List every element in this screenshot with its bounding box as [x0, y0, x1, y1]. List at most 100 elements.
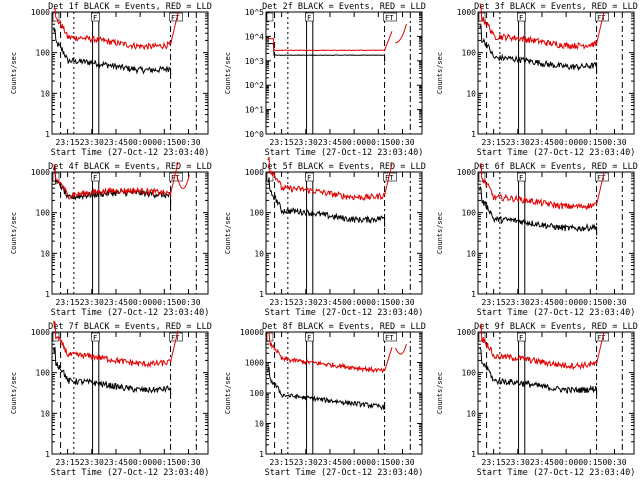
marker-box [169, 172, 183, 182]
x-axis-label: Start Time (27-Oct-12 23:03:40) [477, 308, 636, 318]
y-tick-label: 10^3 [245, 57, 264, 66]
marker-label: FT [171, 334, 180, 342]
y-tick-label: 1000 [31, 8, 50, 17]
y-tick-label: 10 [466, 409, 476, 418]
marker-box [305, 172, 314, 182]
y-axis-label: Counts/sec [224, 372, 232, 414]
x-tick-label: 23:45 [104, 138, 128, 147]
x-axis-label: Start Time (27-Oct-12 23:03:40) [265, 468, 424, 478]
x-tick-label: 23:15 [482, 458, 506, 467]
y-tick-label: 10 [254, 249, 264, 258]
marker-label: FT [385, 334, 394, 342]
series-lld-line [267, 331, 407, 374]
x-tick-label: 23:30 [294, 138, 318, 147]
marker-label: FT [597, 334, 606, 342]
series-lld-line [53, 161, 190, 200]
x-tick-label: 00:15 [578, 458, 602, 467]
series-events-line [53, 346, 172, 398]
series-lld-line [53, 8, 179, 51]
x-tick-label: 23:15 [56, 458, 80, 467]
marker-label: FT [597, 14, 606, 22]
marker-box [305, 12, 314, 22]
y-tick-label: 1 [471, 130, 476, 139]
y-tick-label: 100 [250, 209, 265, 218]
marker-label: F [519, 14, 523, 22]
y-axis-label: Counts/sec [10, 52, 18, 94]
marker-label: F [93, 14, 97, 22]
x-tick-label: 00:00 [128, 458, 152, 467]
x-axis-label: Start Time (27-Oct-12 23:03:40) [51, 468, 210, 478]
y-tick-label: 1 [259, 450, 264, 459]
x-tick-label: 00:30 [602, 298, 626, 307]
series-events-line [267, 42, 386, 63]
plot-frame [265, 331, 423, 455]
panel-det-7: Det 7f BLACK = Events, RED = LLD Start Ti… [10, 320, 212, 478]
y-tick-label: 1000 [245, 168, 264, 177]
start-marker-box [266, 12, 274, 22]
y-tick-label: 100 [462, 369, 477, 378]
series-lld-line [267, 156, 393, 202]
y-tick-label: 10 [466, 89, 476, 98]
y-tick-label: 10 [40, 89, 50, 98]
x-tick-label: 23:15 [56, 138, 80, 147]
x-tick-label: 00:00 [342, 458, 366, 467]
y-tick-label: 1 [45, 450, 50, 459]
series-events-line [53, 166, 172, 211]
marker-box [91, 172, 100, 182]
x-tick-label: 23:15 [56, 298, 80, 307]
y-tick-label: 1 [45, 130, 50, 139]
x-axis-label: Start Time (27-Oct-12 23:03:40) [265, 308, 424, 318]
y-tick-label: 1 [259, 290, 264, 299]
series-lld-line [479, 322, 605, 371]
y-tick-label: 100 [36, 369, 51, 378]
y-tick-label: 1000 [457, 168, 476, 177]
x-tick-label: 00:15 [578, 138, 602, 147]
x-tick-label: 00:30 [390, 298, 414, 307]
x-axis-label: Start Time (27-Oct-12 23:03:40) [265, 148, 424, 158]
y-tick-label: 1 [45, 290, 50, 299]
x-tick-label: 00:00 [554, 138, 578, 147]
plot-frame [477, 331, 635, 455]
x-tick-label: 23:30 [294, 458, 318, 467]
x-tick-label: 23:30 [294, 298, 318, 307]
chart-title: Det 9f BLACK = Events, RED = LLD [474, 322, 638, 332]
y-tick-label: 10 [466, 249, 476, 258]
x-tick-label: 00:30 [602, 458, 626, 467]
panel-det-9: Det 9f BLACK = Events, RED = LLD Start Ti… [436, 322, 638, 478]
x-tick-label: 23:45 [104, 458, 128, 467]
series-lld-line [479, 3, 605, 51]
x-axis-label: Start Time (27-Oct-12 23:03:40) [51, 308, 210, 318]
x-tick-label: 23:45 [530, 138, 554, 147]
x-tick-label: 00:15 [578, 298, 602, 307]
plot-frame [265, 11, 423, 135]
marker-box [91, 332, 100, 342]
marker-label: F [93, 334, 97, 342]
marker-label: F [307, 334, 311, 342]
y-tick-label: 1 [471, 290, 476, 299]
y-tick-label: 10 [40, 409, 50, 418]
x-tick-label: 00:15 [152, 138, 176, 147]
chart-title: Det 1f BLACK = Events, RED = LLD [48, 2, 212, 12]
y-axis-label: Counts/sec [436, 212, 444, 254]
y-tick-label: 10000 [240, 328, 264, 337]
marker-label: F [307, 174, 311, 182]
panel-det-3: Det 3f BLACK = Events, RED = LLD Start Ti… [436, 2, 638, 158]
y-tick-label: 100 [36, 49, 51, 58]
x-tick-label: 23:15 [270, 138, 294, 147]
series-lld-line [53, 320, 179, 369]
marker-label: FT [385, 14, 394, 22]
y-tick-label: 100 [462, 49, 477, 58]
plot-frame [51, 11, 209, 135]
marker-label: FT [171, 14, 180, 22]
panel-det-6: Det 6f BLACK = Events, RED = LLD Start Ti… [436, 162, 638, 318]
x-tick-label: 00:15 [366, 458, 390, 467]
chart-title: Det 7f BLACK = Events, RED = LLD [48, 322, 212, 332]
x-tick-label: 00:00 [342, 298, 366, 307]
series-events-line [479, 23, 598, 74]
y-tick-label: 10^2 [245, 81, 264, 90]
y-tick-label: 10 [254, 420, 264, 429]
x-tick-label: 00:00 [128, 298, 152, 307]
marker-box [305, 332, 314, 342]
x-tick-label: 00:30 [176, 458, 200, 467]
